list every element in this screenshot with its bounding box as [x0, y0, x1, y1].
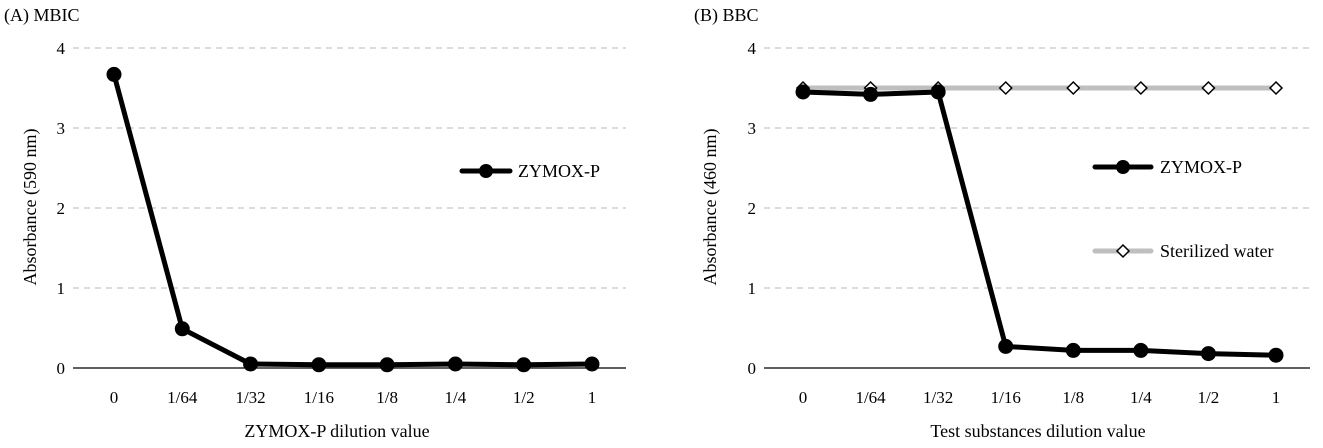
- data-point: [1133, 80, 1148, 96]
- data-point: [174, 321, 190, 337]
- y-tick-label: 3: [57, 119, 66, 138]
- y-tick-label: 2: [57, 199, 66, 218]
- y-tick-label: 0: [748, 359, 757, 378]
- data-point: [1066, 80, 1081, 96]
- data-point: [795, 84, 811, 100]
- data-point: [1200, 346, 1216, 362]
- panel-b: (B) BBC Absorbance (460 nm) Test substan…: [694, 5, 1310, 441]
- legend-label: ZYMOX-P: [518, 161, 600, 181]
- legend-label: ZYMOX-P: [1160, 157, 1242, 177]
- legend-label: Sterilized water: [1160, 241, 1273, 261]
- y-tick-label: 1: [57, 279, 66, 298]
- data-point: [379, 357, 395, 373]
- data-point: [311, 357, 327, 373]
- data-point: [106, 66, 122, 82]
- legend-marker: [479, 164, 493, 178]
- panel-a-xlabel: ZYMOX-P dilution value: [244, 421, 429, 441]
- y-tick-label: 1: [748, 279, 757, 298]
- x-tick-label: 0: [110, 388, 119, 407]
- data-point: [516, 357, 532, 373]
- x-tick-label: 1: [1272, 388, 1281, 407]
- panel-a-gridlines: [73, 47, 626, 369]
- data-point: [998, 338, 1014, 354]
- x-tick-label: 1/64: [855, 388, 886, 407]
- panel-a: (A) MBIC Absorbance (590 nm) ZYMOX-P dil…: [4, 5, 626, 441]
- panel-b-label: (B) BBC: [694, 5, 759, 26]
- data-point: [243, 356, 259, 372]
- y-tick-label: 3: [748, 119, 757, 138]
- x-tick-label: 0: [799, 388, 808, 407]
- y-tick-label: 4: [57, 39, 66, 58]
- panel-b-series: [795, 80, 1284, 363]
- panel-a-ylabel: Absorbance (590 nm): [20, 129, 41, 286]
- data-point: [584, 356, 600, 372]
- x-tick-label: 1/32: [923, 388, 953, 407]
- legend-marker: [1115, 243, 1131, 259]
- x-tick-label: 1/8: [1062, 388, 1084, 407]
- x-tick-label: 1/16: [304, 388, 334, 407]
- x-tick-label: 1/16: [991, 388, 1021, 407]
- panel-b-gridlines: [764, 47, 1310, 369]
- data-point: [447, 356, 463, 372]
- series-line: [800, 89, 1279, 358]
- y-tick-label: 4: [748, 39, 757, 58]
- x-tick-label: 1/4: [1130, 388, 1152, 407]
- panel-a-legend: ZYMOX-P: [459, 161, 600, 181]
- x-tick-label: 1/32: [235, 388, 265, 407]
- series-line: [111, 71, 595, 368]
- data-point: [1201, 80, 1216, 96]
- data-point: [930, 84, 946, 100]
- x-tick-label: 1/2: [1198, 388, 1220, 407]
- panel-a-y-ticks: 0 1 2 3 4: [57, 39, 66, 378]
- x-tick-label: 1/4: [445, 388, 467, 407]
- panel-b-x-ticks: 0 1/64 1/32 1/16 1/8 1/4 1/2 1: [799, 388, 1281, 407]
- x-tick-label: 1/8: [376, 388, 398, 407]
- data-point: [1268, 347, 1284, 363]
- data-point: [1065, 342, 1081, 358]
- data-point: [863, 86, 879, 102]
- panel-b-xlabel: Test substances dilution value: [930, 421, 1145, 441]
- x-tick-label: 1/64: [167, 388, 198, 407]
- y-tick-label: 2: [748, 199, 757, 218]
- panel-a-series: [106, 66, 600, 373]
- data-point: [998, 80, 1013, 96]
- panel-a-label: (A) MBIC: [4, 5, 80, 26]
- y-tick-label: 0: [57, 359, 66, 378]
- panel-b-legend: ZYMOX-P Sterilized water: [1092, 157, 1273, 261]
- legend-marker: [1116, 160, 1130, 174]
- data-point: [1133, 342, 1149, 358]
- data-point: [1268, 80, 1284, 96]
- x-tick-label: 1: [588, 388, 597, 407]
- panel-b-y-ticks: 0 1 2 3 4: [748, 39, 757, 378]
- panel-b-ylabel: Absorbance (460 nm): [700, 129, 721, 286]
- x-tick-label: 1/2: [513, 388, 535, 407]
- panel-a-x-ticks: 0 1/64 1/32 1/16 1/8 1/4 1/2 1: [110, 388, 597, 407]
